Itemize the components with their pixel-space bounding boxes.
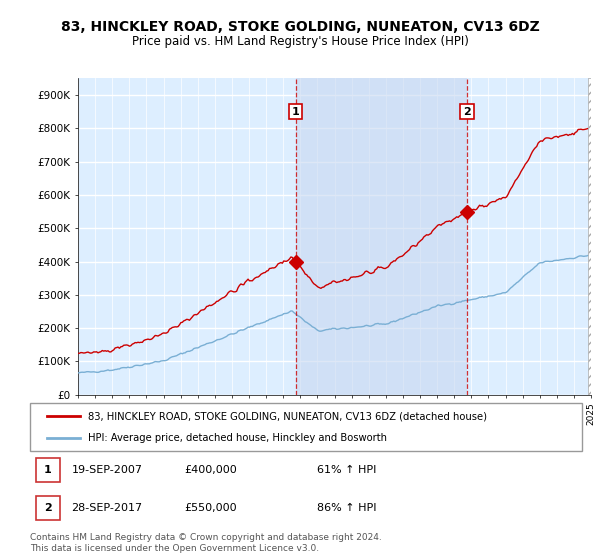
Text: 83, HINCKLEY ROAD, STOKE GOLDING, NUNEATON, CV13 6DZ (detached house): 83, HINCKLEY ROAD, STOKE GOLDING, NUNEAT… [88, 411, 487, 421]
Text: 2: 2 [44, 503, 52, 513]
FancyBboxPatch shape [30, 403, 582, 451]
Bar [591, 78, 593, 395]
Text: Price paid vs. HM Land Registry's House Price Index (HPI): Price paid vs. HM Land Registry's House … [131, 35, 469, 48]
Text: HPI: Average price, detached house, Hinckley and Bosworth: HPI: Average price, detached house, Hinc… [88, 433, 387, 443]
Text: 1: 1 [292, 107, 299, 116]
Text: 86% ↑ HPI: 86% ↑ HPI [317, 503, 377, 513]
Text: 19-SEP-2007: 19-SEP-2007 [71, 465, 142, 475]
Text: £400,000: £400,000 [185, 465, 238, 475]
Text: 28-SEP-2017: 28-SEP-2017 [71, 503, 143, 513]
Bar [296, 78, 467, 395]
FancyBboxPatch shape [35, 458, 61, 482]
Text: 83, HINCKLEY ROAD, STOKE GOLDING, NUNEATON, CV13 6DZ: 83, HINCKLEY ROAD, STOKE GOLDING, NUNEAT… [61, 20, 539, 34]
Text: Contains HM Land Registry data © Crown copyright and database right 2024.
This d: Contains HM Land Registry data © Crown c… [30, 533, 382, 553]
Text: £550,000: £550,000 [185, 503, 237, 513]
Text: 1: 1 [44, 465, 52, 475]
Text: 61% ↑ HPI: 61% ↑ HPI [317, 465, 376, 475]
Bar [589, 78, 593, 395]
FancyBboxPatch shape [35, 496, 61, 520]
Text: 2: 2 [463, 107, 471, 116]
